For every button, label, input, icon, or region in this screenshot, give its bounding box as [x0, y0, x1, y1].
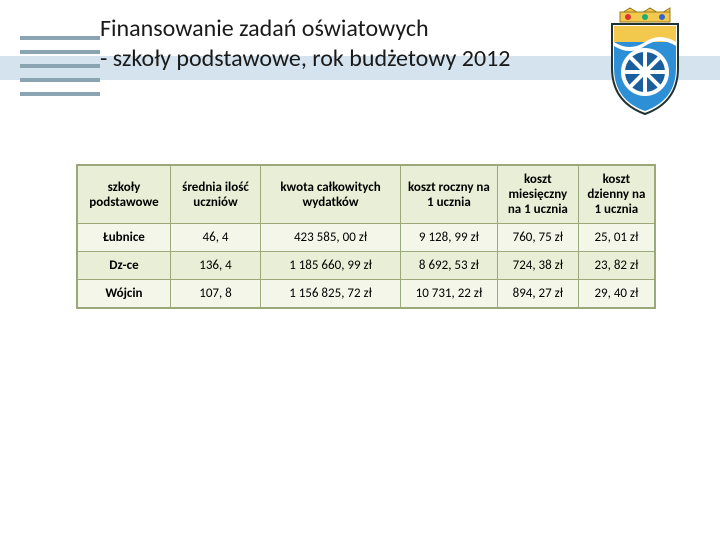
decorative-line	[20, 50, 100, 54]
col-header-total: kwota całkowitych wydatków	[261, 165, 401, 224]
cell-monthly: 760, 75 zł	[497, 224, 578, 252]
col-header-school: szkoły podstawowe	[77, 165, 170, 224]
title-line-2: - szkoły podstawowe, rok budżetowy 2012	[100, 44, 510, 74]
cell-total: 1 156 825, 72 zł	[261, 280, 401, 309]
col-header-monthly: koszt miesięczny na 1 ucznia	[497, 165, 578, 224]
decorative-line	[20, 92, 100, 96]
cell-name: Wójcin	[77, 280, 170, 309]
crest-icon	[600, 6, 690, 121]
page-title: Finansowanie zadań oświatowych - szkoły …	[100, 14, 510, 74]
title-line-1: Finansowanie zadań oświatowych	[100, 14, 510, 44]
cell-avg: 107, 8	[170, 280, 260, 309]
cell-daily: 25, 01 zł	[578, 224, 655, 252]
cell-annual: 9 128, 99 zł	[400, 224, 497, 252]
cell-name: Łubnice	[77, 224, 170, 252]
col-header-daily: koszt dzienny na 1 ucznia	[578, 165, 655, 224]
finance-table: szkoły podstawowe średnia ilość uczniów …	[76, 164, 656, 309]
col-header-annual: koszt roczny na 1 ucznia	[400, 165, 497, 224]
cell-annual: 10 731, 22 zł	[400, 280, 497, 309]
table-row: Dz-ce136, 41 185 660, 99 zł8 692, 53 zł7…	[77, 252, 655, 280]
table-row: Wójcin107, 81 156 825, 72 zł10 731, 22 z…	[77, 280, 655, 309]
decorative-line	[20, 64, 100, 68]
cell-monthly: 894, 27 zł	[497, 280, 578, 309]
cell-daily: 29, 40 zł	[578, 280, 655, 309]
cell-monthly: 724, 38 zł	[497, 252, 578, 280]
cell-daily: 23, 82 zł	[578, 252, 655, 280]
cell-total: 1 185 660, 99 zł	[261, 252, 401, 280]
decorative-line	[20, 78, 100, 82]
decorative-line	[20, 36, 100, 40]
col-header-avg: średnia ilość uczniów	[170, 165, 260, 224]
cell-name: Dz-ce	[77, 252, 170, 280]
cell-total: 423 585, 00 zł	[261, 224, 401, 252]
cell-annual: 8 692, 53 zł	[400, 252, 497, 280]
cell-avg: 46, 4	[170, 224, 260, 252]
table-row: Łubnice46, 4423 585, 00 zł9 128, 99 zł76…	[77, 224, 655, 252]
cell-avg: 136, 4	[170, 252, 260, 280]
table-header-row: szkoły podstawowe średnia ilość uczniów …	[77, 165, 655, 224]
